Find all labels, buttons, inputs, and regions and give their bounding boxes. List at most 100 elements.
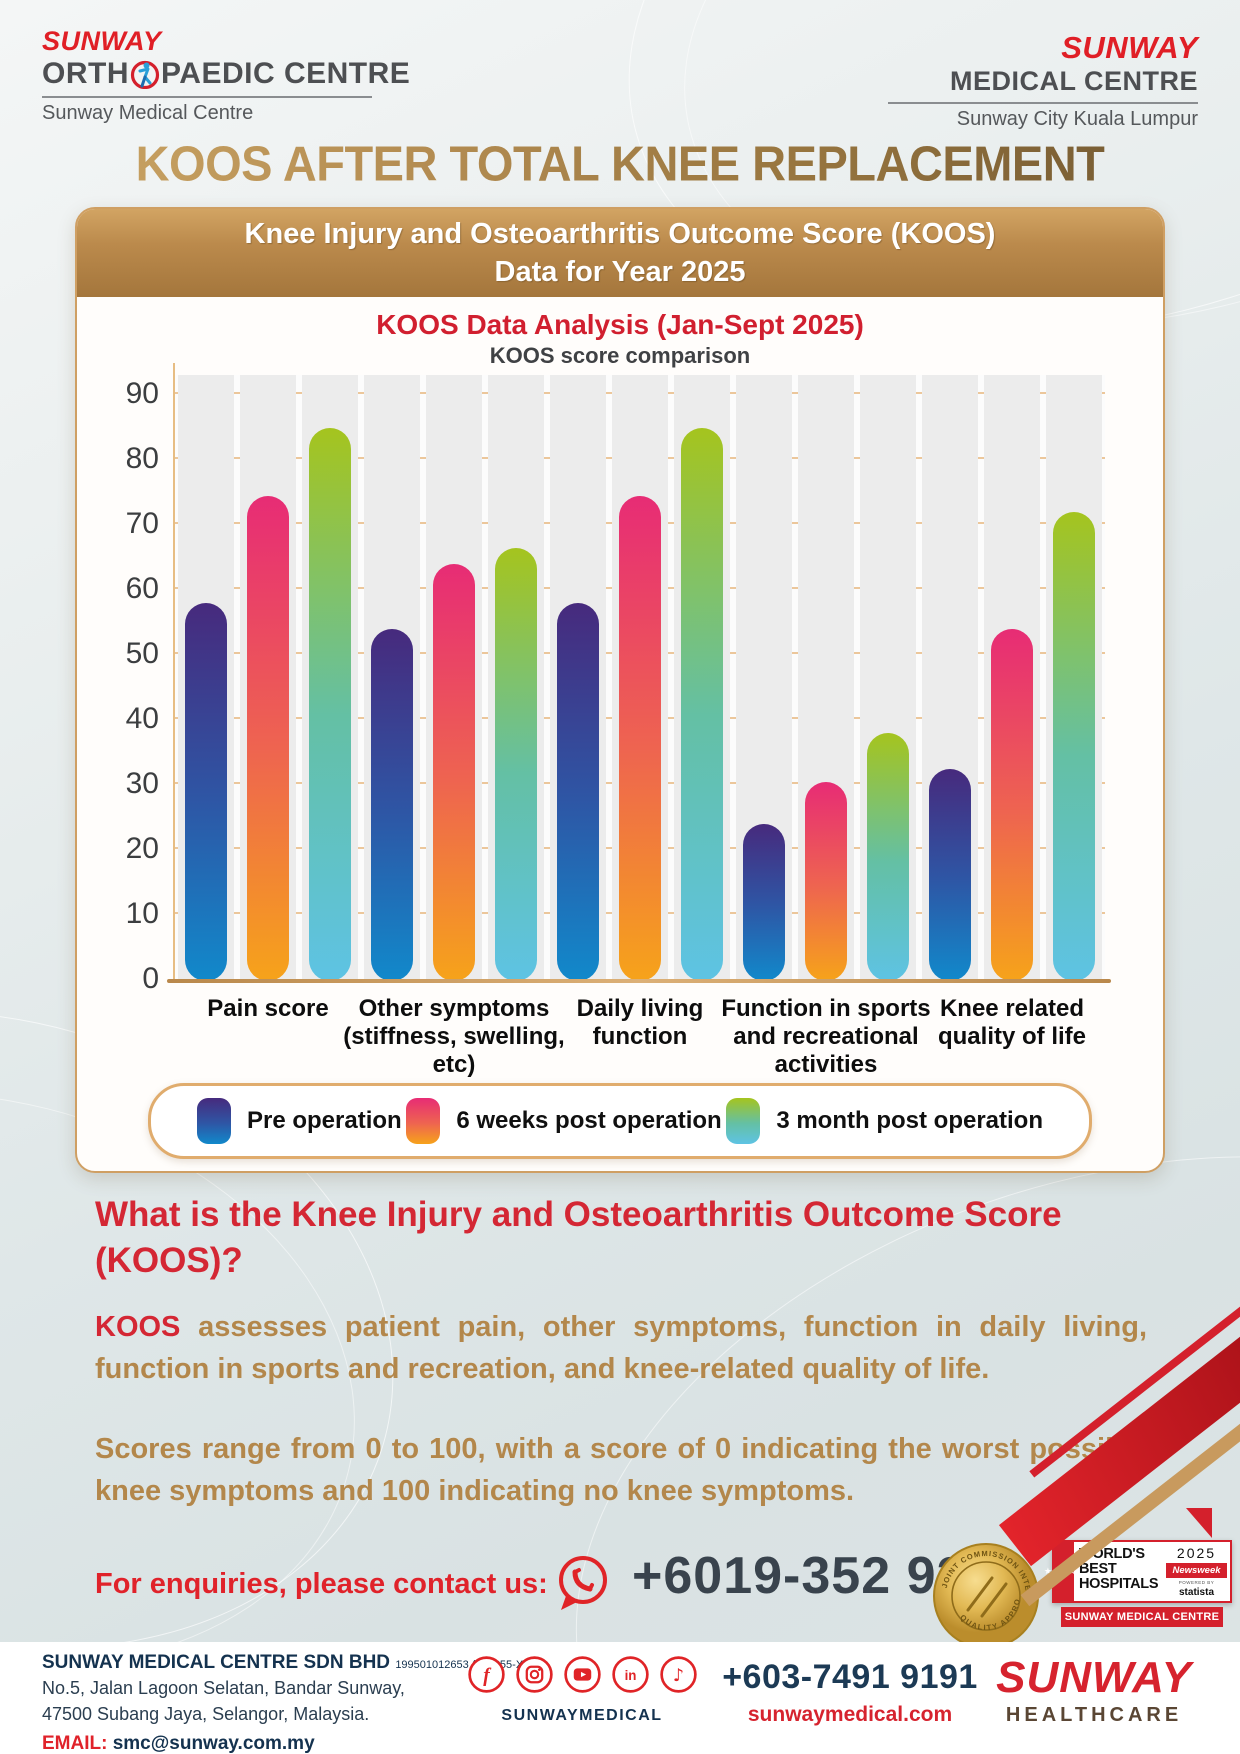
- bar-pre-operation: [185, 603, 227, 981]
- chart-banner: Knee Injury and Osteoarthritis Outcome S…: [77, 209, 1163, 297]
- footer: SUNWAY MEDICAL CENTRE SDN BHD 1995010126…: [0, 1642, 1240, 1754]
- brand-wordmark: SUNWAY: [996, 1653, 1192, 1702]
- newsweek-logo: Newsweek: [1166, 1563, 1227, 1578]
- bar-6-weeks-post-operation: [247, 496, 289, 981]
- worlds-best-hospitals-badge: ★★★★★ WORLD'S BEST HOSPITALS 2025 Newswe…: [1044, 1540, 1232, 1627]
- banner-line2: Data for Year 2025: [494, 256, 746, 288]
- social-icons: f in ♪: [452, 1656, 712, 1698]
- legend-swatch: [726, 1098, 761, 1144]
- runner-icon: [130, 59, 160, 90]
- email-row: EMAIL: smc@sunway.com.my: [42, 1733, 527, 1754]
- youtube-icon[interactable]: [563, 1656, 601, 1698]
- bar-3-month-post-operation: [309, 427, 351, 981]
- logo-subtitle: Sunway City Kuala Lumpur: [956, 108, 1198, 130]
- tiktok-icon[interactable]: ♪: [659, 1656, 697, 1698]
- social-block: f in ♪ SUNWAYMEDICAL: [452, 1656, 712, 1725]
- legend-label: 6 weeks post operation: [456, 1107, 722, 1134]
- bar-6-weeks-post-operation: [805, 782, 847, 981]
- bar-pre-operation: [743, 824, 785, 981]
- y-tick-label: 80: [125, 442, 159, 475]
- logo-subtitle: Sunway Medical Centre: [42, 102, 254, 124]
- body-paragraph-1: KOOS assesses patient pain, other sympto…: [95, 1306, 1147, 1390]
- email-address[interactable]: smc@sunway.com.my: [112, 1733, 315, 1754]
- company-name-text: SUNWAY MEDICAL CENTRE SDN BHD: [42, 1652, 391, 1673]
- logo-name: MEDICAL CENTRE: [949, 66, 1198, 96]
- y-tick-label: 10: [125, 897, 159, 930]
- bar-6-weeks-post-operation: [619, 496, 661, 981]
- legend-swatch: [197, 1098, 231, 1144]
- bar-3-month-post-operation: [495, 548, 537, 981]
- wbh-powered-by: POWERED BY: [1178, 1580, 1215, 1585]
- banner-line1: Knee Injury and Osteoarthritis Outcome S…: [244, 217, 996, 250]
- wbh-year: 2025: [1176, 1545, 1217, 1561]
- wbh-banner: SUNWAY MEDICAL CENTRE: [1061, 1607, 1223, 1627]
- legend-item: 3 month post operation: [726, 1098, 1043, 1144]
- svg-text:f: f: [483, 1666, 492, 1687]
- legend-label: Pre operation: [247, 1107, 402, 1134]
- legend-item: Pre operation: [197, 1098, 402, 1144]
- orthopaedic-centre-logo: SUNWAY ORTH PAEDIC CENTRE Sunway Medical …: [42, 26, 410, 125]
- koos-highlight: KOOS: [95, 1311, 181, 1343]
- page-title: KOOS AFTER TOTAL KNEE REPLACEMENT: [0, 135, 1240, 192]
- email-label: EMAIL:: [42, 1733, 108, 1754]
- sunway-healthcare-logo: SUNWAY HEALTHCARE: [996, 1656, 1192, 1727]
- wbh-card: ★★★★★ WORLD'S BEST HOSPITALS 2025 Newswe…: [1044, 1540, 1232, 1603]
- y-tick-label: 50: [125, 637, 159, 670]
- footer-phone[interactable]: +603-7491 9191: [722, 1658, 978, 1696]
- statista-logo: statista: [1178, 1587, 1214, 1598]
- logo-divider: [42, 96, 372, 98]
- chart-legend: Pre operation 6 weeks post operation 3 mon…: [148, 1083, 1092, 1159]
- chart-subtitle: KOOS score comparison: [489, 343, 751, 368]
- facebook-icon[interactable]: f: [467, 1656, 505, 1698]
- category-label: Other symptoms (stiffness, swelling, etc…: [343, 995, 565, 1078]
- address-line-2: 47500 Subang Jaya, Selangor, Malaysia.: [42, 1704, 370, 1725]
- contact-label: For enquiries, please contact us:: [95, 1568, 548, 1600]
- logo-divider: [888, 102, 1198, 104]
- chart-title: KOOS Data Analysis (Jan-Sept 2025): [376, 309, 864, 340]
- bar-3-month-post-operation: [1053, 512, 1095, 981]
- corner-ribbon: [1186, 1508, 1212, 1538]
- chart-card: Knee Injury and Osteoarthritis Outcome S…: [75, 207, 1165, 1173]
- whatsapp-icon[interactable]: [553, 1552, 613, 1614]
- linkedin-icon[interactable]: in: [611, 1656, 649, 1698]
- wbh-stars: ★★★★★: [1044, 1542, 1084, 1601]
- svg-text:in: in: [624, 1668, 636, 1683]
- legend-label: 3 month post operation: [776, 1107, 1043, 1134]
- address-line-1: No.5, Jalan Lagoon Selatan, Bandar Sunwa…: [42, 1678, 405, 1698]
- bar-6-weeks-post-operation: [991, 629, 1033, 981]
- y-tick-label: 0: [142, 962, 159, 995]
- y-tick-label: 30: [125, 767, 159, 800]
- logo-name: ORTH PAEDIC CENTRE: [42, 57, 410, 91]
- jci-quality-medal: JOINT COMMISSION INTERNATIONAL QUALITY A…: [927, 1533, 1042, 1652]
- svg-text:♪: ♪: [672, 1666, 683, 1686]
- paragraph-text: assesses patient pain, other symptoms, f…: [95, 1311, 1147, 1386]
- category-label: Function in sports and recreational acti…: [721, 995, 931, 1078]
- bar-3-month-post-operation: [681, 427, 723, 981]
- medical-centre-logo: SUNWAY MEDICAL CENTRE Sunway City Kuala …: [888, 30, 1198, 131]
- logo-name-post: PAEDIC CENTRE: [161, 57, 411, 90]
- sunway-wordmark: SUNWAY: [1061, 30, 1198, 65]
- bar-pre-operation: [557, 603, 599, 981]
- footer-phone-block: +603-7491 9191 sunwaymedical.com: [715, 1658, 985, 1727]
- y-tick-label: 20: [125, 832, 159, 865]
- bar-chart-plot: 0 10 20 30 40 50 60 70 80 90 Pain score Other sympt…: [126, 363, 1111, 1078]
- social-handle: SUNWAYMEDICAL: [501, 1707, 663, 1724]
- sunway-wordmark: SUNWAY: [42, 26, 162, 56]
- bar-3-month-post-operation: [867, 733, 909, 981]
- y-tick-label: 70: [125, 507, 159, 540]
- wbh-title: WORLD'S BEST HOSPITALS: [1079, 1546, 1159, 1592]
- bar-pre-operation: [371, 629, 413, 981]
- category-label: Pain score: [207, 995, 329, 1022]
- category-label: Daily living function: [576, 995, 704, 1050]
- section-heading: What is the Knee Injury and Osteoarthrit…: [95, 1195, 1062, 1281]
- legend-item: 6 weeks post operation: [406, 1098, 722, 1144]
- logo-name-pre: ORTH: [42, 57, 129, 90]
- y-axis-line: [173, 363, 175, 377]
- bar-pre-operation: [929, 769, 971, 981]
- y-tick-label: 60: [125, 572, 159, 605]
- legend-swatch: [406, 1098, 441, 1144]
- instagram-icon[interactable]: [515, 1656, 553, 1698]
- footer-website[interactable]: sunwaymedical.com: [747, 1703, 953, 1726]
- x-axis-line: [167, 979, 1111, 983]
